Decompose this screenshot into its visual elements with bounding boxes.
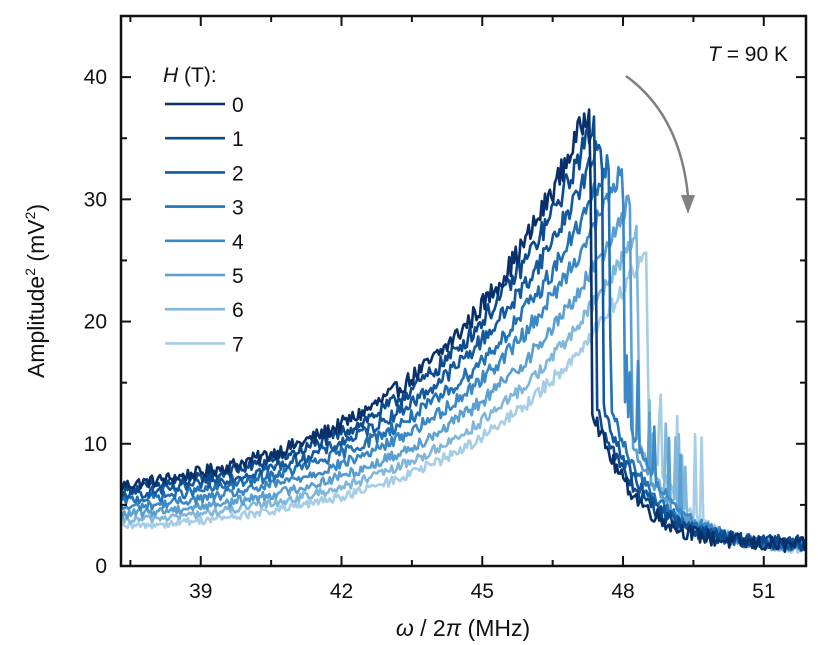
y-tick-label: 30 xyxy=(84,188,107,211)
axis-ticks xyxy=(121,16,806,567)
x-tick-label: 51 xyxy=(752,580,775,603)
legend-label-h-5: 5 xyxy=(232,265,244,288)
legend-label-h-0: 0 xyxy=(232,94,244,117)
legend-label-h-1: 1 xyxy=(232,128,244,151)
series-line-h-4 xyxy=(119,165,808,551)
legend-label-h-7: 7 xyxy=(232,333,244,356)
x-tick-labels: 39 42 45 48 51 xyxy=(189,580,775,603)
y-tick-label: 20 xyxy=(84,311,107,334)
x-tick-label: 48 xyxy=(611,580,634,603)
legend-label-h-4: 4 xyxy=(232,231,244,254)
legend-label-h-2: 2 xyxy=(232,162,244,185)
legend-label-h-3: 3 xyxy=(232,197,244,220)
y-tick-label: 40 xyxy=(84,66,107,89)
y-tick-labels: 0 10 20 30 40 xyxy=(84,66,107,578)
x-axis-title: ω / 2π (MHz) xyxy=(396,615,530,641)
plot-frame xyxy=(119,14,808,568)
legend-title: H (T): xyxy=(163,64,217,87)
y-axis-title: Amplitude2 (mV2) xyxy=(22,204,49,378)
legend-label-h-6: 6 xyxy=(232,299,244,322)
series-line-h-0 xyxy=(119,108,808,554)
series-curves xyxy=(119,108,808,554)
series-line-h-2 xyxy=(120,140,808,552)
legend: H (T): 0 1 2 3 4 5 6 7 xyxy=(163,64,244,356)
field-arrow-head-icon xyxy=(681,195,695,214)
x-tick-label: 45 xyxy=(471,580,494,603)
x-tick-label: 39 xyxy=(189,580,212,603)
temperature-annotation: T = 90 K xyxy=(708,43,788,66)
x-tick-label: 42 xyxy=(330,580,353,603)
field-arrow-shaft xyxy=(625,74,690,197)
y-tick-label: 0 xyxy=(95,555,107,578)
y-tick-label: 10 xyxy=(84,433,107,456)
